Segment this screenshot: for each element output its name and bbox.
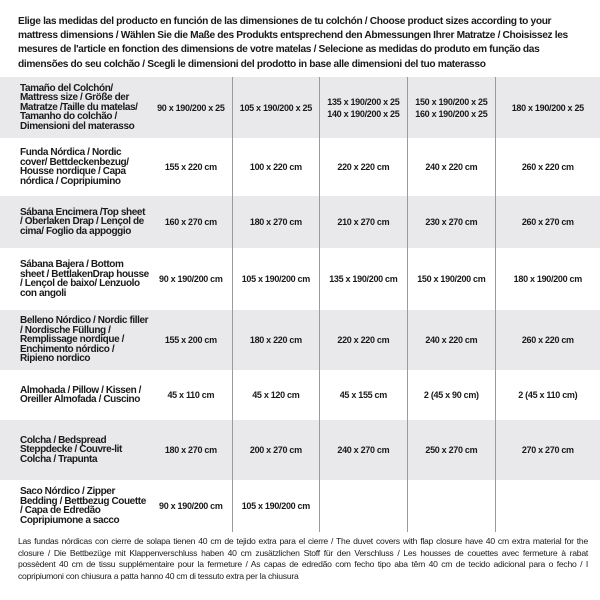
size-cell: 150 x 190/200 x 25 160 x 190/200 x 25 <box>407 77 496 138</box>
size-cell: 45 x 110 cm <box>167 390 215 400</box>
table-row: Sábana Encimera /Top sheet / Oberlaken D… <box>0 196 600 248</box>
size-cell: 90 x 190/200 cm <box>159 501 223 511</box>
row-label: Belleno Nórdico / Nordic filler / Nordis… <box>0 310 150 370</box>
size-cell: 155 x 200 cm <box>149 310 233 370</box>
size-cell: 260 x 220 cm <box>494 138 600 196</box>
size-cell: 220 x 220 cm <box>318 138 408 196</box>
row-label: Colcha / Bedspread Steppdecke / Couvre-l… <box>0 420 150 480</box>
size-cell: 105 x 190/200 x 25 <box>232 77 320 138</box>
size-cell: 135 x 190/200 cm <box>318 248 408 310</box>
table-row: Sábana Bajera / Bottom sheet / Bettlaken… <box>0 248 600 310</box>
header-row: Tamaño del Colchón/ Mattress size / Größ… <box>0 77 600 138</box>
table-row: Belleno Nórdico / Nordic filler / Nordis… <box>0 310 600 370</box>
size-cell: 260 x 270 cm <box>494 196 600 248</box>
row-label: Sábana Bajera / Bottom sheet / Bettlaken… <box>20 259 149 299</box>
size-cell: 150 x 190/200 cm <box>407 248 496 310</box>
table-row: Colcha / Bedspread Steppdecke / Couvre-l… <box>0 420 600 480</box>
footnote: Las fundas nórdicas con cierre de solapa… <box>18 536 588 581</box>
size-cell: 240 x 220 cm <box>407 310 496 370</box>
size-cell: 45 x 120 cm <box>232 370 320 420</box>
size-cell: 180 x 270 cm <box>149 420 233 480</box>
size-cell: 200 x 270 cm <box>232 420 320 480</box>
size-cell: 105 x 190/200 cm <box>232 480 320 532</box>
size-cell: 2 (45 x 90 cm) <box>407 370 496 420</box>
size-cell: 180 x 190/200 cm <box>494 248 600 310</box>
row-label: Funda Nórdica / Nordic cover/ Bettdecken… <box>20 147 129 187</box>
size-cell: 135 x 190/200 x 25 140 x 190/200 x 25 <box>318 77 408 138</box>
table-row: Almohada / Pillow / Kissen / Oreiller Al… <box>0 370 600 420</box>
size-cell <box>494 480 600 532</box>
row-label: Tamaño del Colchón/ Mattress size / Größ… <box>0 77 150 138</box>
size-cell: 230 x 270 cm <box>407 196 496 248</box>
size-cell: 90 x 190/200 x 25 <box>149 77 233 138</box>
size-cell: 45 x 155 cm <box>318 370 408 420</box>
size-cell: 270 x 270 cm <box>494 420 600 480</box>
size-cell: 250 x 270 cm <box>407 420 496 480</box>
row-label: Almohada / Pillow / Kissen / Oreiller Al… <box>20 384 142 405</box>
size-cell: 180 x 220 cm <box>232 310 320 370</box>
size-cell: 90 x 190/200 cm <box>159 274 223 284</box>
size-cell: 100 x 220 cm <box>232 138 320 196</box>
size-cell: 260 x 220 cm <box>494 310 600 370</box>
table-row: Saco Nórdico / Zipper Bedding / Bettbezu… <box>0 480 600 532</box>
intro-text: Elige las medidas del producto en funció… <box>18 16 568 70</box>
size-cell: 240 x 220 cm <box>407 138 496 196</box>
size-cell: 160 x 270 cm <box>149 196 233 248</box>
table-row: Funda Nórdica / Nordic cover/ Bettdecken… <box>0 138 600 196</box>
size-cell <box>318 480 408 532</box>
row-label: Saco Nórdico / Zipper Bedding / Bettbezu… <box>20 486 146 526</box>
size-cell: 210 x 270 cm <box>318 196 408 248</box>
size-cell: 2 (45 x 110 cm) <box>494 370 600 420</box>
size-table: Tamaño del Colchón/ Mattress size / Größ… <box>0 77 600 532</box>
row-label: Sábana Encimera /Top sheet / Oberlaken D… <box>0 196 150 248</box>
size-cell: 220 x 220 cm <box>318 310 408 370</box>
size-cell: 240 x 270 cm <box>318 420 408 480</box>
size-cell: 105 x 190/200 cm <box>232 248 320 310</box>
size-cell: 155 x 220 cm <box>164 162 217 172</box>
size-cell: 180 x 190/200 x 25 <box>494 77 600 138</box>
size-cell: 180 x 270 cm <box>232 196 320 248</box>
size-cell <box>407 480 496 532</box>
